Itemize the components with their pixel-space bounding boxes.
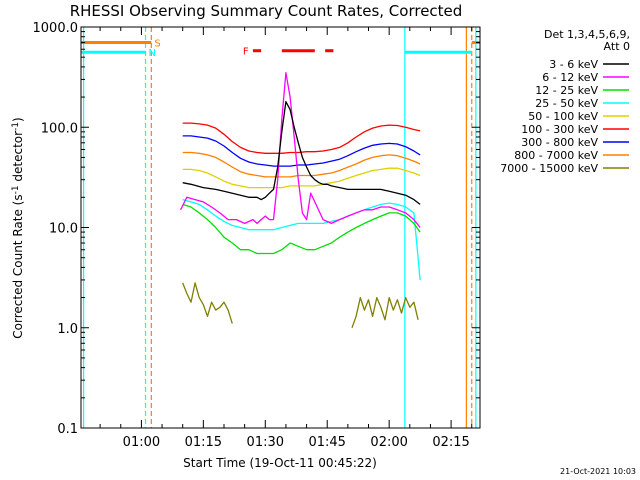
series-line-800-7000-kev-7 xyxy=(182,151,421,178)
series-line-100-300-kev-5 xyxy=(182,122,421,154)
legend-header-attenuator: Att 0 xyxy=(604,40,630,53)
x-tick-label-2: 01:30 xyxy=(247,435,284,450)
x-tick-label-1: 01:15 xyxy=(185,435,222,450)
series-line-25-50-kev-3 xyxy=(182,198,421,280)
plot-marks: SN F xyxy=(81,27,480,428)
series-line-300-800-kev-6 xyxy=(182,135,421,167)
legend-header-detectors: Det 1,3,4,5,6,9, xyxy=(544,28,630,41)
y-axis-label-superscript-a: -1 xyxy=(11,185,21,194)
x-tick-label-0: 01:00 xyxy=(123,435,160,450)
legend-label-6: 300 - 800 keV xyxy=(521,136,598,149)
x-axis-label: Start Time (19-Oct-11 00:45:22) xyxy=(183,456,377,470)
flare-marker-label: F xyxy=(243,47,249,58)
x-axis-ticks: 01:00 01:15 01:30 01:45 02:00 02:15 xyxy=(99,27,473,450)
y-tick-label-0: 0.1 xyxy=(57,422,78,437)
y-axis-label-part-c: ) xyxy=(11,117,25,122)
series-line-7000-15000-kev-9 xyxy=(351,296,419,329)
y-axis-ticks: 0.1 1.0 10.0 100.0 1000.0 xyxy=(33,21,480,437)
chart-title: RHESSI Observing Summary Count Rates, Co… xyxy=(70,2,463,20)
legend-label-2: 12 - 25 keV xyxy=(535,84,598,97)
legend-label-1: 6 - 12 keV xyxy=(542,71,598,84)
y-tick-label-3: 100.0 xyxy=(41,121,78,136)
x-tick-label-4: 02:00 xyxy=(370,435,407,450)
y-axis-label-part-a: Corrected Count Rate (s xyxy=(11,194,25,338)
y-tick-label-4: 1000.0 xyxy=(33,21,79,36)
generation-timestamp: 21-Oct-2021 10:03 xyxy=(560,467,636,476)
series-line-12-25-kev-2 xyxy=(182,203,421,255)
state-bar-label-n: N xyxy=(149,48,156,59)
y-axis-label-superscript-b: -1 xyxy=(11,122,21,131)
y-tick-label-1: 1.0 xyxy=(57,322,78,337)
y-axis-label-part-b: detector xyxy=(11,131,25,186)
legend-label-5: 100 - 300 keV xyxy=(521,123,598,136)
y-tick-label-2: 10.0 xyxy=(49,222,78,237)
legend-label-7: 800 - 7000 keV xyxy=(514,149,598,162)
legend-label-8: 7000 - 15000 keV xyxy=(500,162,598,175)
legend-label-3: 25 - 50 keV xyxy=(535,97,598,110)
x-tick-label-3: 01:45 xyxy=(308,435,345,450)
series-line-3-6-kev-0 xyxy=(182,101,421,205)
x-tick-label-5: 02:15 xyxy=(432,435,469,450)
series-line-50-100-kev-4 xyxy=(182,167,421,189)
y-axis-label: Corrected Count Rate (s-1 detector-1) xyxy=(11,117,25,338)
legend-label-4: 50 - 100 keV xyxy=(528,110,598,123)
legend-label-0: 3 - 6 keV xyxy=(549,58,598,71)
series-line-7000-15000-kev-8 xyxy=(182,282,233,324)
state-bar-label-s: S xyxy=(154,39,160,50)
